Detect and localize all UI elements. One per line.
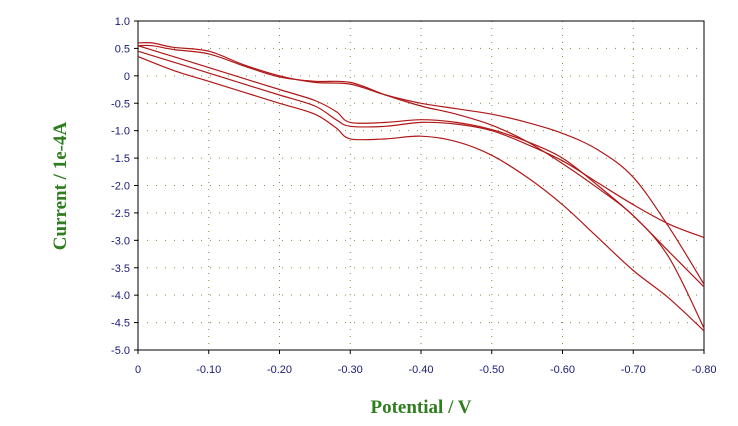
series-group — [137, 41, 705, 332]
y-tick-label: -3.0 — [111, 235, 130, 247]
x-tick-label: -0.70 — [621, 364, 646, 376]
grid — [138, 21, 704, 350]
y-tick-label: 1.0 — [115, 16, 130, 28]
x-tick-label: -0.80 — [691, 364, 716, 376]
x-tick-label: -0.60 — [550, 364, 575, 376]
y-tick-label: -4.0 — [111, 290, 130, 302]
x-tick-label: -0.30 — [338, 364, 363, 376]
cv-curve-2 — [137, 50, 705, 239]
y-tick-label: -2.5 — [111, 208, 130, 220]
y-tick-label: -5.0 — [111, 345, 130, 357]
y-tick-label: -1.0 — [111, 126, 130, 138]
y-tick-label: -1.5 — [111, 153, 130, 165]
y-tick-label: -3.5 — [111, 263, 130, 275]
cv-curve-3 — [137, 56, 705, 332]
x-axis-title: Potential / V — [371, 397, 472, 418]
x-tick-label: 0 — [135, 364, 141, 376]
y-axis-title: Current / 1e-4A — [50, 122, 71, 251]
cv-curve-1 — [137, 45, 705, 288]
x-tick-label: -0.50 — [479, 364, 504, 376]
y-tick-label: -2.0 — [111, 181, 130, 193]
y-tick-label: -4.5 — [111, 318, 130, 330]
cv-curve-5 — [137, 44, 705, 329]
cv-curve-4 — [137, 41, 705, 285]
x-tick-label: -0.20 — [267, 364, 292, 376]
y-tick-label: 0.5 — [115, 43, 130, 55]
y-tick-label: 0 — [124, 71, 130, 83]
axis-ticks: 0 -0.10 -0.20 -0.30 -0.40 -0.50 -0.60 -0.70 -0.8… — [111, 16, 717, 376]
x-tick-label: -0.40 — [408, 364, 433, 376]
y-tick-label: -0.5 — [111, 98, 130, 110]
x-tick-label: -0.10 — [196, 364, 221, 376]
